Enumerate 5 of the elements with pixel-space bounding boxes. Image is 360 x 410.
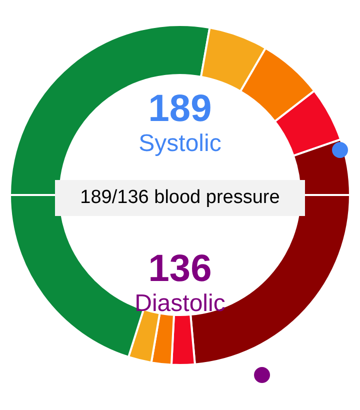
text: 189/136 blood pressure (55, 180, 305, 216)
text: 189 (147, 88, 213, 131)
text: 136 (147, 248, 213, 291)
text: Diastolic (134, 290, 226, 318)
text: Systolic (138, 130, 222, 158)
